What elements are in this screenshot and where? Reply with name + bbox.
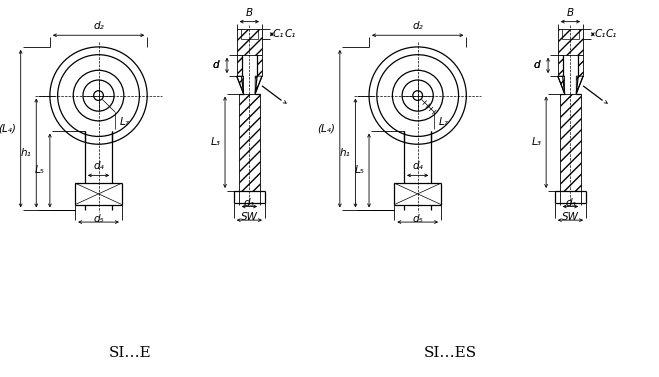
Text: d: d [213,60,219,70]
Text: d: d [534,60,540,70]
Text: L₃: L₃ [210,137,220,147]
Text: C₁: C₁ [273,29,285,39]
Polygon shape [255,76,262,93]
Text: C₁: C₁ [606,29,617,39]
Text: SW: SW [241,212,258,222]
Bar [257,55,262,76]
Text: B: B [246,8,253,18]
Text: d₂: d₂ [93,21,104,31]
Text: C₁: C₁ [594,29,606,39]
Polygon shape [558,76,565,93]
Text: d₃: d₃ [244,198,255,208]
Bar [559,93,581,191]
Text: SI…E: SI…E [108,346,151,360]
Text: L₇: L₇ [439,117,449,127]
Text: SW: SW [562,212,579,222]
Text: C₁: C₁ [285,29,296,39]
Bar [558,29,583,55]
Text: (L₄): (L₄) [317,124,335,134]
Text: L₅: L₅ [35,166,45,176]
Bar [558,55,563,76]
Bar [239,93,260,191]
Text: h₁: h₁ [340,148,351,158]
Polygon shape [576,76,583,93]
Text: (L₄): (L₄) [0,124,16,134]
Bar [237,55,242,76]
Text: L₇: L₇ [120,117,130,127]
Bar [237,29,262,55]
Text: B: B [567,8,574,18]
Text: d₅: d₅ [413,214,423,224]
Text: d: d [213,60,219,70]
Text: h₁: h₁ [20,148,32,158]
Text: d: d [534,60,540,70]
Text: SI…ES: SI…ES [424,346,477,360]
Text: d₅: d₅ [93,214,104,224]
Text: L₃: L₃ [531,137,541,147]
Text: d₃: d₃ [565,198,576,208]
Text: d₄: d₄ [413,161,423,172]
Text: L₅: L₅ [355,166,364,176]
Text: d₄: d₄ [93,161,104,172]
Polygon shape [237,76,244,93]
Text: d₂: d₂ [413,21,423,31]
Bar [578,55,583,76]
